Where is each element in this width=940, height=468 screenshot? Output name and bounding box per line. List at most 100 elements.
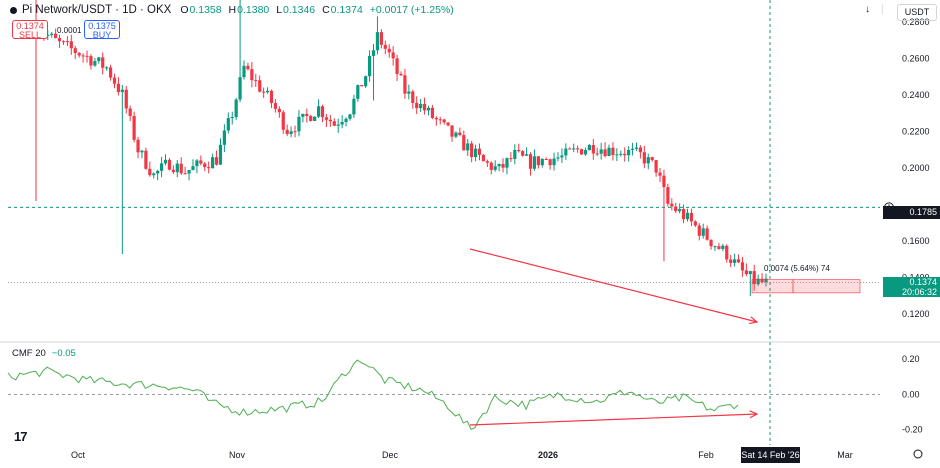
candle-body	[254, 80, 258, 82]
time-tick-label: Feb	[698, 450, 714, 460]
cmf-series	[7, 359, 739, 430]
sell-button[interactable]: 0.1374 SELL	[12, 20, 48, 40]
candle-body	[379, 32, 383, 45]
candle-body	[105, 67, 109, 69]
countdown-value: 20:06:32	[901, 287, 937, 297]
candle-body	[662, 175, 666, 188]
candle-body	[250, 69, 254, 81]
price-tick-label: 0.1600	[902, 236, 930, 246]
candle-body	[242, 65, 246, 78]
candle-body	[744, 270, 748, 275]
candle-body	[89, 56, 93, 66]
candle-body	[265, 90, 270, 93]
cmf-trend-arrow-head	[749, 410, 759, 419]
spread-value: 0.0001	[57, 26, 82, 35]
candle-body	[183, 173, 187, 175]
sell-price: 0.1374	[16, 21, 44, 31]
candle-body	[517, 149, 521, 152]
cmf-label: CMF 20	[12, 348, 46, 359]
candle-body	[634, 147, 639, 149]
candle-body	[536, 156, 540, 166]
candle-body	[395, 58, 399, 74]
candle-body	[285, 129, 289, 135]
price-tick-label: 0.2200	[902, 127, 930, 137]
candle-body	[623, 153, 627, 156]
candle-body	[607, 147, 611, 157]
candle-body	[364, 76, 368, 87]
candle-body	[442, 119, 446, 123]
candle-body	[477, 148, 482, 155]
high-key: H	[228, 4, 237, 16]
candle-body	[678, 208, 682, 212]
candle-body	[203, 163, 207, 168]
buy-button[interactable]: 0.1375 BUY	[84, 20, 120, 40]
candle-body	[587, 145, 591, 151]
candle-body	[733, 259, 737, 263]
candle-body	[701, 228, 705, 236]
candle-body	[128, 108, 132, 116]
settings-gear-icon[interactable]	[913, 449, 923, 459]
candle-body	[493, 166, 497, 170]
candle-body	[654, 160, 658, 173]
candle-body	[148, 168, 152, 176]
candle-body	[320, 106, 325, 118]
candle-body	[501, 163, 505, 168]
candle-body	[721, 245, 725, 249]
candle-body	[187, 170, 191, 174]
open-key: O	[180, 4, 189, 16]
candle-body	[226, 118, 230, 131]
candle-body	[159, 163, 164, 171]
currency-select[interactable]: USDT	[897, 4, 937, 21]
candle-body	[360, 85, 364, 87]
cmf-tick-label: 0.20	[902, 354, 920, 364]
candle-body	[524, 154, 529, 156]
symbol-title[interactable]: Pi Network/USDT · 1D · OKX	[22, 4, 172, 16]
candle-body	[599, 149, 603, 154]
candle-body	[167, 159, 172, 170]
candle-body	[246, 65, 250, 70]
arrow-down-icon[interactable]: ↓	[865, 4, 870, 15]
time-tick-label: Oct	[71, 450, 86, 460]
price-trend-arrow-head	[749, 316, 759, 325]
change-value: +0.0017 (+1.25%)	[369, 4, 454, 16]
candle-body	[422, 103, 427, 111]
candle-body	[611, 147, 615, 156]
time-tick-label: 2026	[538, 450, 558, 460]
candle-body	[642, 152, 646, 164]
candle-body	[85, 55, 89, 57]
candle-body	[238, 77, 242, 100]
candle-body	[73, 48, 77, 54]
candle-body	[368, 55, 372, 77]
buy-price: 0.1375	[88, 21, 116, 31]
candle-body	[93, 61, 97, 66]
candle-body	[729, 259, 733, 263]
candle-body	[199, 160, 203, 164]
candle-body	[685, 212, 690, 220]
candle-body	[195, 160, 199, 167]
candle-body	[454, 132, 458, 137]
candle-body	[344, 118, 348, 123]
low-value: 0.1346	[283, 4, 316, 16]
candle-body	[560, 155, 564, 158]
candle-body	[144, 150, 148, 169]
candle-body	[513, 149, 517, 159]
candle-body	[564, 148, 568, 156]
candle-body	[434, 117, 438, 120]
chart-header: Pi Network/USDT · 1D · OKX O0.1358 H0.13…	[10, 4, 458, 16]
candle-body	[572, 148, 576, 150]
last-price-label: 0.1374 20:06:32	[883, 277, 940, 297]
candle-body	[646, 157, 650, 164]
candle-body	[340, 122, 344, 125]
candle-body	[548, 159, 552, 166]
candle-body	[638, 147, 643, 153]
candle-body	[627, 149, 631, 156]
candle-body	[273, 103, 278, 109]
candle-body	[697, 225, 701, 236]
candle-body	[191, 166, 195, 171]
candle-body	[69, 41, 73, 49]
candle-body	[214, 157, 219, 165]
candle-body	[313, 116, 317, 121]
candle-body	[211, 157, 215, 169]
candle-body	[132, 115, 136, 140]
